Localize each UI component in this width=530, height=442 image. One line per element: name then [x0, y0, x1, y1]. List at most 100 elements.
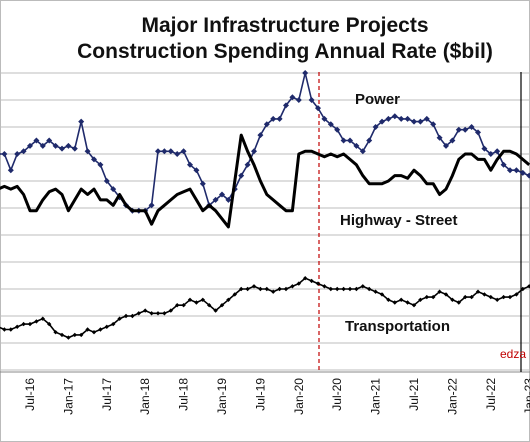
point [7, 167, 14, 174]
point [148, 202, 155, 209]
point [507, 294, 513, 300]
point [155, 148, 161, 155]
point [200, 297, 205, 302]
point [238, 172, 245, 179]
point [207, 303, 212, 308]
point [335, 286, 340, 292]
x-tick-label: Jul-18 [177, 378, 191, 411]
point [494, 148, 501, 155]
point [347, 286, 353, 292]
point [162, 311, 167, 316]
point [251, 284, 257, 289]
point [244, 161, 251, 168]
point [295, 97, 302, 103]
point [424, 294, 429, 300]
point [341, 286, 346, 292]
point [469, 294, 474, 300]
point [392, 300, 397, 305]
point [46, 137, 53, 144]
point [385, 115, 392, 122]
point [373, 289, 378, 294]
point [39, 142, 46, 149]
point [475, 129, 481, 136]
point [27, 142, 33, 149]
point [430, 121, 437, 128]
point [0, 153, 1, 155]
point [193, 167, 200, 174]
point [85, 327, 90, 332]
point [21, 321, 26, 327]
point [226, 297, 231, 302]
point [277, 286, 282, 292]
point [143, 308, 148, 313]
point [449, 137, 456, 144]
point [111, 321, 116, 327]
point [27, 321, 33, 327]
point [104, 324, 109, 329]
point [263, 121, 270, 128]
point [290, 284, 295, 289]
point [520, 286, 525, 292]
point [296, 281, 301, 286]
point [14, 151, 21, 157]
point [136, 311, 141, 316]
point [488, 294, 493, 300]
point [1, 151, 8, 157]
point [455, 126, 462, 133]
x-tick-label: Jul-21 [407, 378, 421, 411]
point [79, 332, 84, 338]
point [443, 292, 449, 297]
point [65, 142, 72, 149]
x-tick-label: Jan-18 [138, 378, 152, 415]
point [180, 148, 187, 155]
point [527, 284, 530, 289]
point [482, 292, 487, 297]
point [526, 172, 530, 179]
x-tick-label: Jan-22 [445, 378, 459, 415]
point [322, 284, 327, 289]
point [398, 115, 405, 122]
point [52, 142, 59, 149]
point [481, 145, 488, 152]
point [519, 169, 526, 176]
point [354, 286, 359, 292]
point [239, 286, 244, 292]
point [513, 167, 520, 174]
point [308, 97, 315, 103]
point [271, 289, 276, 294]
point [431, 294, 436, 300]
point [174, 151, 181, 157]
point [181, 303, 186, 308]
annotation: Power [355, 91, 400, 108]
x-tick-label: Jan-17 [61, 378, 75, 415]
point [315, 281, 321, 286]
point [340, 137, 347, 144]
point [103, 178, 110, 184]
point [456, 300, 461, 305]
point [232, 292, 237, 297]
point [167, 148, 174, 155]
point [495, 297, 500, 302]
point [411, 303, 417, 308]
point [475, 289, 481, 294]
point [149, 311, 154, 316]
x-tick-label: Jan-21 [369, 378, 383, 415]
x-tick-label: Jan-23 [522, 378, 530, 415]
credit: edza [500, 347, 526, 361]
point [161, 148, 168, 155]
point [187, 297, 193, 302]
point [219, 303, 225, 308]
point [168, 308, 173, 313]
point [264, 286, 269, 292]
point [328, 286, 333, 292]
point [315, 105, 321, 112]
x-tick-label: Jan-19 [215, 378, 229, 415]
point [155, 311, 161, 316]
point [462, 126, 469, 133]
point [283, 286, 289, 292]
point [391, 113, 398, 120]
point [436, 134, 443, 141]
point [71, 145, 78, 152]
x-tick-label: Jul-16 [23, 378, 37, 411]
